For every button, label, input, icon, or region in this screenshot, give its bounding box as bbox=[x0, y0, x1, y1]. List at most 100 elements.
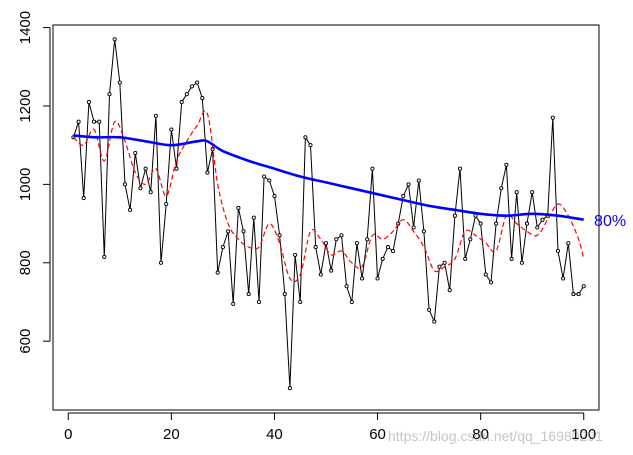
data-point bbox=[179, 100, 184, 105]
data-point bbox=[97, 119, 102, 124]
data-point bbox=[478, 221, 483, 226]
x-tick-label: 100 bbox=[571, 426, 596, 443]
data-point bbox=[246, 292, 251, 297]
data-point bbox=[519, 260, 524, 265]
data-point bbox=[499, 186, 504, 191]
data-point bbox=[107, 92, 112, 97]
data-point bbox=[153, 113, 158, 118]
data-point bbox=[447, 288, 452, 293]
data-point bbox=[282, 292, 287, 297]
data-point bbox=[566, 241, 571, 246]
data-point bbox=[390, 248, 396, 254]
series-smooth-dashed-line bbox=[72, 110, 585, 283]
data-point bbox=[133, 150, 138, 156]
data-point bbox=[76, 119, 81, 124]
data-point bbox=[251, 215, 256, 220]
data-point bbox=[406, 182, 411, 187]
data-point bbox=[184, 92, 189, 97]
plot-box bbox=[52, 24, 600, 411]
data-point bbox=[494, 221, 499, 226]
data-point bbox=[195, 80, 200, 85]
data-point bbox=[354, 241, 359, 246]
series-annotation-label: 80% bbox=[594, 213, 626, 230]
data-point bbox=[334, 237, 339, 242]
data-point bbox=[561, 276, 566, 281]
data-point bbox=[452, 213, 457, 218]
data-point bbox=[385, 245, 390, 250]
data-point bbox=[463, 256, 468, 261]
data-point bbox=[164, 201, 169, 207]
data-point bbox=[241, 229, 246, 234]
data-point bbox=[272, 194, 277, 199]
data-point bbox=[437, 264, 442, 269]
data-point bbox=[576, 292, 581, 297]
data-point bbox=[174, 166, 179, 171]
data-point bbox=[158, 260, 164, 265]
data-point bbox=[555, 248, 561, 254]
data-point bbox=[231, 301, 236, 306]
y-tick-label: 1200 bbox=[17, 89, 34, 122]
y-tick-label: 600 bbox=[17, 329, 34, 354]
data-point bbox=[143, 166, 148, 171]
x-tick-label: 0 bbox=[64, 426, 72, 443]
data-point bbox=[313, 245, 318, 250]
data-point bbox=[514, 190, 519, 195]
data-point bbox=[81, 196, 86, 201]
data-point bbox=[411, 225, 416, 230]
data-point bbox=[421, 229, 426, 234]
data-point bbox=[504, 162, 509, 167]
data-point bbox=[581, 284, 586, 289]
data-point bbox=[360, 276, 365, 281]
data-point bbox=[102, 254, 107, 259]
x-tick-label: 20 bbox=[163, 426, 180, 443]
data-point bbox=[293, 252, 298, 257]
data-point bbox=[375, 276, 380, 281]
y-tick-label: 800 bbox=[17, 250, 34, 275]
data-point bbox=[488, 280, 494, 285]
data-point bbox=[220, 245, 225, 250]
data-point bbox=[535, 225, 540, 230]
data-point bbox=[256, 299, 262, 305]
data-point bbox=[468, 237, 473, 242]
data-point bbox=[138, 186, 143, 191]
data-point bbox=[112, 37, 117, 42]
data-point bbox=[200, 96, 205, 101]
data-point bbox=[339, 233, 344, 238]
data-point bbox=[122, 182, 128, 187]
x-tick-label: 60 bbox=[369, 426, 386, 443]
data-point bbox=[432, 319, 437, 324]
data-point bbox=[442, 260, 447, 265]
data-point bbox=[329, 268, 334, 273]
data-point bbox=[236, 205, 241, 210]
data-point bbox=[267, 178, 272, 183]
y-tick-label: 1400 bbox=[17, 11, 34, 44]
data-point bbox=[91, 119, 97, 124]
series-80-line bbox=[73, 134, 584, 221]
data-point bbox=[401, 194, 406, 199]
data-point bbox=[189, 84, 195, 89]
data-point bbox=[550, 115, 555, 120]
data-point bbox=[530, 190, 535, 195]
data-point bbox=[380, 256, 385, 261]
data-point bbox=[427, 307, 432, 312]
data-point bbox=[277, 233, 282, 238]
data-point bbox=[365, 237, 370, 242]
series-raw-line bbox=[72, 39, 585, 389]
data-point bbox=[318, 272, 323, 277]
data-point bbox=[524, 221, 530, 226]
data-point bbox=[117, 80, 122, 85]
data-point bbox=[344, 284, 349, 289]
data-point bbox=[457, 166, 463, 171]
data-point bbox=[323, 241, 329, 246]
data-point bbox=[262, 174, 267, 179]
data-point bbox=[128, 207, 133, 212]
x-tick-label: 40 bbox=[266, 426, 283, 443]
y-tick-label: 1000 bbox=[17, 168, 34, 201]
axes-group: 0 20 40 60 80 100 600 800 1000 1200 1400 bbox=[17, 11, 596, 443]
data-point bbox=[169, 127, 174, 132]
data-point bbox=[370, 166, 375, 171]
data-point bbox=[226, 229, 231, 234]
series-group bbox=[71, 37, 586, 391]
data-point bbox=[215, 270, 220, 275]
